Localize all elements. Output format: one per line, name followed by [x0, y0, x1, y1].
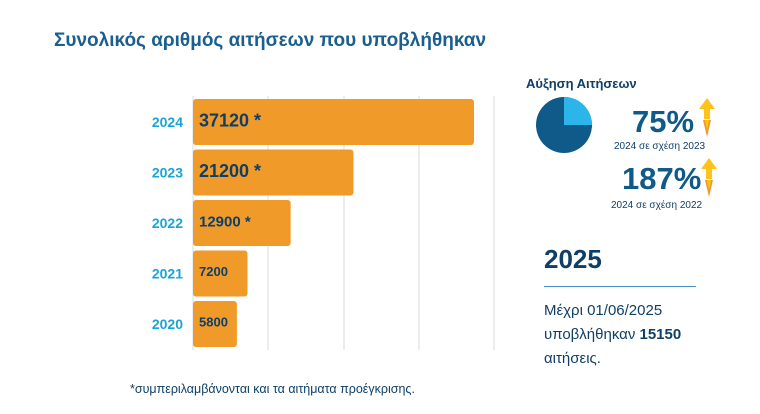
- pie-slice-accent: [564, 97, 592, 125]
- growth-title: Αύξηση Αιτήσεων: [526, 76, 637, 91]
- summary-line-2: υποβλήθηκαν 15150: [544, 323, 681, 347]
- year-label-2020: 2020: [152, 316, 183, 332]
- summary-year: 2025: [544, 244, 602, 274]
- footnote: *συμπεριλαμβάνονται και τα αιτήματα προέ…: [130, 382, 415, 396]
- bar-2024: [193, 99, 474, 145]
- summary-line-2-prefix: υποβλήθηκαν: [544, 326, 640, 343]
- bar-label-2021: 7200: [199, 264, 228, 279]
- summary-line-1: Μέχρι 01/06/2025: [544, 302, 663, 319]
- summary-count: 15150: [639, 326, 682, 343]
- year-label-2021: 2021: [152, 266, 183, 282]
- bar-chart: 2024 37120 * 2023 21200 * 2022 12900 * 2021 720…: [152, 96, 495, 350]
- bar-label-2023: 21200 *: [199, 161, 261, 181]
- growth-stat-2-caption: 2024 σε σχέση 2022: [611, 200, 703, 211]
- bar-2022: [193, 200, 291, 246]
- growth-stat-2-value: 187%: [622, 161, 702, 196]
- up-arrow-icon: [701, 158, 717, 197]
- growth-pie-chart: [536, 97, 592, 153]
- bar-2021: [193, 250, 248, 297]
- summary-line-3: αιτήσεις.: [544, 350, 601, 367]
- growth-stat-1-value: 75%: [632, 104, 695, 139]
- bar-2020: [193, 301, 237, 347]
- bar-2023: [193, 149, 354, 196]
- chart-title: Συνολικός αριθμός αιτήσεων που υποβλήθηκ…: [54, 30, 487, 51]
- bar-label-2022: 12900 *: [199, 213, 251, 230]
- year-label-2022: 2022: [152, 215, 183, 231]
- up-arrow-icon: [699, 98, 715, 137]
- summary-divider: [544, 286, 696, 287]
- bar-label-2020: 5800: [199, 315, 228, 330]
- year-label-2023: 2023: [152, 165, 183, 181]
- growth-stat-1-caption: 2024 σε σχέση 2023: [614, 141, 706, 152]
- year-label-2024: 2024: [152, 114, 183, 130]
- summary-text: Μέχρι 01/06/2025 υποβλήθηκαν 15150 αιτήσ…: [544, 299, 681, 371]
- bar-label-2024: 37120 *: [199, 110, 261, 130]
